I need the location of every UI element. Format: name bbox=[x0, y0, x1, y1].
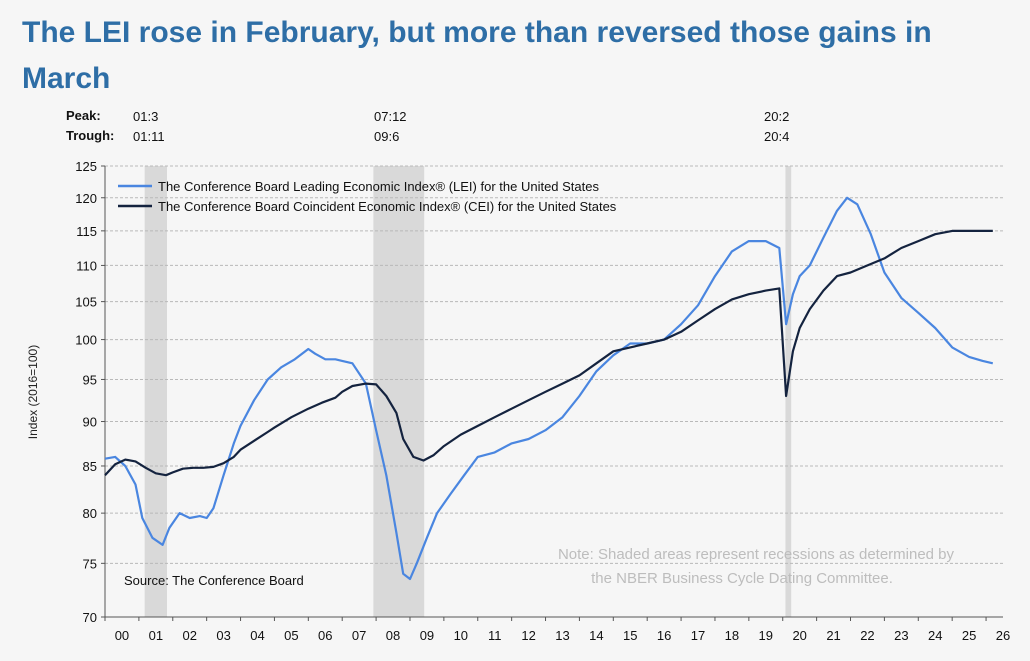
y-tick-label-125: 125 bbox=[75, 159, 97, 174]
recession-2-peak: 07:12 bbox=[374, 109, 407, 124]
x-tick-label-17: 17 bbox=[691, 628, 705, 643]
grid-lines bbox=[101, 165, 1003, 618]
y-tick-label-100: 100 bbox=[75, 333, 97, 348]
recession-band-3 bbox=[785, 166, 792, 617]
recession-3-peak: 20:2 bbox=[764, 109, 790, 124]
x-tick-label-12: 12 bbox=[521, 628, 535, 643]
y-tick-label-85: 85 bbox=[83, 459, 97, 474]
x-tick-label-15: 15 bbox=[623, 628, 637, 643]
y-tick-label-110: 110 bbox=[76, 258, 97, 273]
y-tick-label-80: 80 bbox=[83, 506, 97, 521]
x-tick-label-22: 22 bbox=[860, 628, 874, 643]
y-tick-label-115: 115 bbox=[76, 224, 97, 239]
x-tick-label-18: 18 bbox=[725, 628, 739, 643]
recession-1-peak: 01:3 bbox=[133, 109, 159, 124]
legend-cei-label: The Conference Board Coincident Economic… bbox=[158, 199, 617, 214]
y-tick-labels: 70 75 80 85 90 95 100 105 110 115 120 125 bbox=[75, 159, 97, 625]
x-tick-label-25: 25 bbox=[962, 628, 976, 643]
legend: The Conference Board Leading Economic In… bbox=[118, 179, 617, 214]
x-tick-label-19: 19 bbox=[759, 628, 773, 643]
trough-row-label: Trough: bbox=[66, 128, 115, 143]
y-tick-label-105: 105 bbox=[75, 295, 97, 310]
x-tick-labels: 00 01 02 03 04 05 06 07 08 09 10 11 12 13 14 15 16 17 18 19… bbox=[104, 617, 1010, 643]
y-tick-label-90: 90 bbox=[83, 415, 97, 430]
recession-3-trough: 20:4 bbox=[764, 129, 790, 144]
y-tick-label-95: 95 bbox=[83, 372, 97, 387]
y-tick-label-70: 70 bbox=[83, 610, 97, 625]
x-tick-label-14: 14 bbox=[589, 628, 603, 643]
recession-note-line-2: the NBER Business Cycle Dating Committee… bbox=[591, 570, 893, 587]
x-tick-label-20: 20 bbox=[792, 628, 806, 643]
y-tick-label-75: 75 bbox=[83, 556, 97, 571]
peak-row-label: Peak: bbox=[66, 108, 101, 123]
source-note: Source: The Conference Board bbox=[124, 573, 304, 588]
x-tick-label-00: 00 bbox=[115, 628, 129, 643]
lei-line bbox=[104, 196, 994, 581]
x-tick-label-07: 07 bbox=[352, 628, 366, 643]
y-tick-label-120: 120 bbox=[75, 191, 97, 206]
x-tick-label-23: 23 bbox=[894, 628, 908, 643]
axes bbox=[104, 166, 1003, 618]
x-tick-label-26: 26 bbox=[996, 628, 1010, 643]
x-tick-label-04: 04 bbox=[250, 628, 264, 643]
recession-note-line-1: Note: Shaded areas represent recessions … bbox=[558, 546, 955, 563]
x-tick-label-03: 03 bbox=[216, 628, 230, 643]
chart-title: The LEI rose in February, but more than … bbox=[22, 16, 932, 95]
legend-lei-label: The Conference Board Leading Economic In… bbox=[158, 179, 599, 194]
recession-band-1 bbox=[144, 166, 168, 617]
x-tick-label-02: 02 bbox=[182, 628, 196, 643]
x-tick-label-10: 10 bbox=[454, 628, 468, 643]
recession-2-trough: 09:6 bbox=[374, 129, 400, 144]
x-tick-label-21: 21 bbox=[826, 628, 840, 643]
x-tick-label-06: 06 bbox=[318, 628, 332, 643]
x-tick-label-05: 05 bbox=[284, 628, 298, 643]
series-lines bbox=[104, 196, 994, 581]
x-tick-label-01: 01 bbox=[149, 628, 163, 643]
x-tick-label-24: 24 bbox=[928, 628, 942, 643]
x-tick-label-13: 13 bbox=[555, 628, 569, 643]
x-tick-label-08: 08 bbox=[386, 628, 400, 643]
recession-1-trough: 01:11 bbox=[133, 129, 165, 144]
x-tick-label-11: 11 bbox=[488, 628, 502, 643]
x-tick-label-16: 16 bbox=[657, 628, 671, 643]
cei-line bbox=[104, 229, 993, 477]
x-tick-label-09: 09 bbox=[420, 628, 434, 643]
